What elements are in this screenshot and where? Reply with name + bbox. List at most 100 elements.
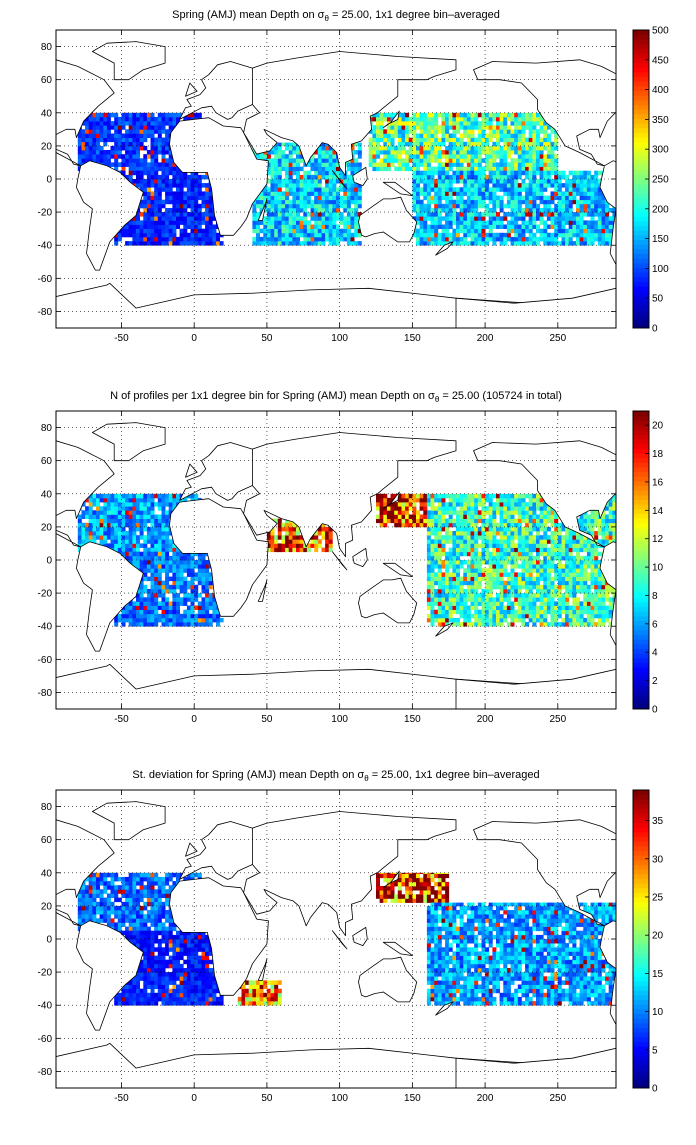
heatmap-cell — [438, 162, 442, 167]
heatmap-cell — [416, 134, 420, 139]
heatmap-cell — [543, 129, 547, 134]
heatmap-cell — [474, 229, 478, 234]
heatmap-cell — [529, 150, 533, 155]
heatmap-cell — [569, 191, 573, 196]
heatmap-cell — [369, 162, 373, 167]
heatmap-cell — [442, 618, 446, 623]
heatmap-cell — [202, 585, 206, 590]
heatmap-cell — [111, 535, 115, 540]
heatmap-cell — [580, 212, 584, 217]
heatmap-cell — [380, 138, 384, 143]
heatmap-cell — [420, 212, 424, 217]
heatmap-cell — [452, 200, 456, 205]
heatmap-cell — [434, 597, 438, 602]
heatmap-cell — [151, 134, 155, 139]
heatmap-cell — [169, 125, 173, 130]
heatmap-cell — [478, 577, 482, 582]
heatmap-cell — [460, 191, 464, 196]
heatmap-cell — [503, 191, 507, 196]
heatmap-cell — [540, 187, 544, 192]
heatmap-cell — [380, 498, 384, 503]
heatmap-cell — [594, 220, 598, 225]
heatmap-cell — [118, 506, 122, 511]
heatmap-cell — [278, 200, 282, 205]
heatmap-cell — [423, 129, 427, 134]
heatmap-cell — [576, 225, 580, 230]
heatmap-cell — [485, 179, 489, 184]
heatmap-cell — [431, 183, 435, 188]
heatmap-cell — [103, 510, 107, 515]
heatmap-cell — [129, 158, 133, 163]
heatmap-cell — [122, 498, 126, 503]
heatmap-cell — [434, 117, 438, 122]
heatmap-cell — [151, 585, 155, 590]
heatmap-cell — [398, 134, 402, 139]
heatmap-cell — [431, 581, 435, 586]
heatmap-cell — [456, 560, 460, 565]
heatmap-cell — [536, 113, 540, 118]
heatmap-cell — [147, 183, 151, 188]
heatmap-cell — [380, 158, 384, 163]
heatmap-cell — [289, 200, 293, 205]
heatmap-cell — [187, 191, 191, 196]
heatmap-cell — [125, 154, 129, 159]
heatmap-cell — [452, 506, 456, 511]
heatmap-cell — [507, 167, 511, 172]
heatmap-cell — [405, 498, 409, 503]
heatmap-cell — [129, 494, 133, 499]
heatmap-cell — [514, 167, 518, 172]
heatmap-cell — [89, 527, 93, 532]
colorbar-step — [633, 305, 649, 310]
heatmap-cell — [456, 121, 460, 126]
heatmap-cell — [172, 502, 176, 507]
heatmap-cell — [489, 179, 493, 184]
heatmap-cell — [212, 618, 216, 623]
heatmap-cell — [583, 212, 587, 217]
heatmap-cell — [183, 225, 187, 230]
heatmap-cell — [380, 162, 384, 167]
heatmap-cell — [431, 494, 435, 499]
heatmap-cell — [89, 531, 93, 536]
heatmap-cell — [387, 515, 391, 520]
heatmap-cell — [449, 233, 453, 238]
heatmap-cell — [180, 581, 184, 586]
heatmap-cell — [140, 204, 144, 209]
heatmap-cell — [427, 129, 431, 134]
heatmap-cell — [158, 585, 162, 590]
heatmap-cell — [412, 519, 416, 524]
heatmap-cell — [442, 125, 446, 130]
heatmap-cell — [183, 585, 187, 590]
heatmap-cell — [543, 125, 547, 130]
heatmap-cell — [78, 515, 82, 520]
heatmap-cell — [176, 564, 180, 569]
heatmap-cell — [500, 179, 504, 184]
heatmap-cell — [591, 216, 595, 221]
heatmap-cell — [187, 564, 191, 569]
panel-title: Spring (AMJ) mean Depth on σθ = 25.00, 1… — [172, 9, 500, 23]
heatmap-cell — [285, 162, 289, 167]
heatmap-cell — [525, 117, 529, 122]
heatmap-cell — [132, 167, 136, 172]
heatmap-cell — [474, 585, 478, 590]
heatmap-cell — [100, 535, 104, 540]
heatmap-cell — [311, 539, 315, 544]
heatmap-cell — [176, 601, 180, 606]
heatmap-region — [412, 171, 616, 246]
heatmap-cell — [114, 527, 118, 532]
heatmap-cell — [456, 225, 460, 230]
heatmap-cell — [492, 191, 496, 196]
heatmap-cell — [478, 175, 482, 180]
heatmap-cell — [391, 515, 395, 520]
heatmap-cell — [256, 237, 260, 242]
heatmap-cell — [427, 572, 431, 577]
heatmap-cell — [492, 125, 496, 130]
heatmap-cell — [438, 150, 442, 155]
heatmap-cell — [303, 212, 307, 217]
heatmap-cell — [136, 237, 140, 242]
heatmap-cell — [474, 498, 478, 503]
heatmap-cell — [609, 216, 613, 221]
heatmap-cell — [289, 539, 293, 544]
heatmap-cell — [431, 572, 435, 577]
heatmap-cell — [191, 187, 195, 192]
heatmap-cell — [569, 196, 573, 201]
